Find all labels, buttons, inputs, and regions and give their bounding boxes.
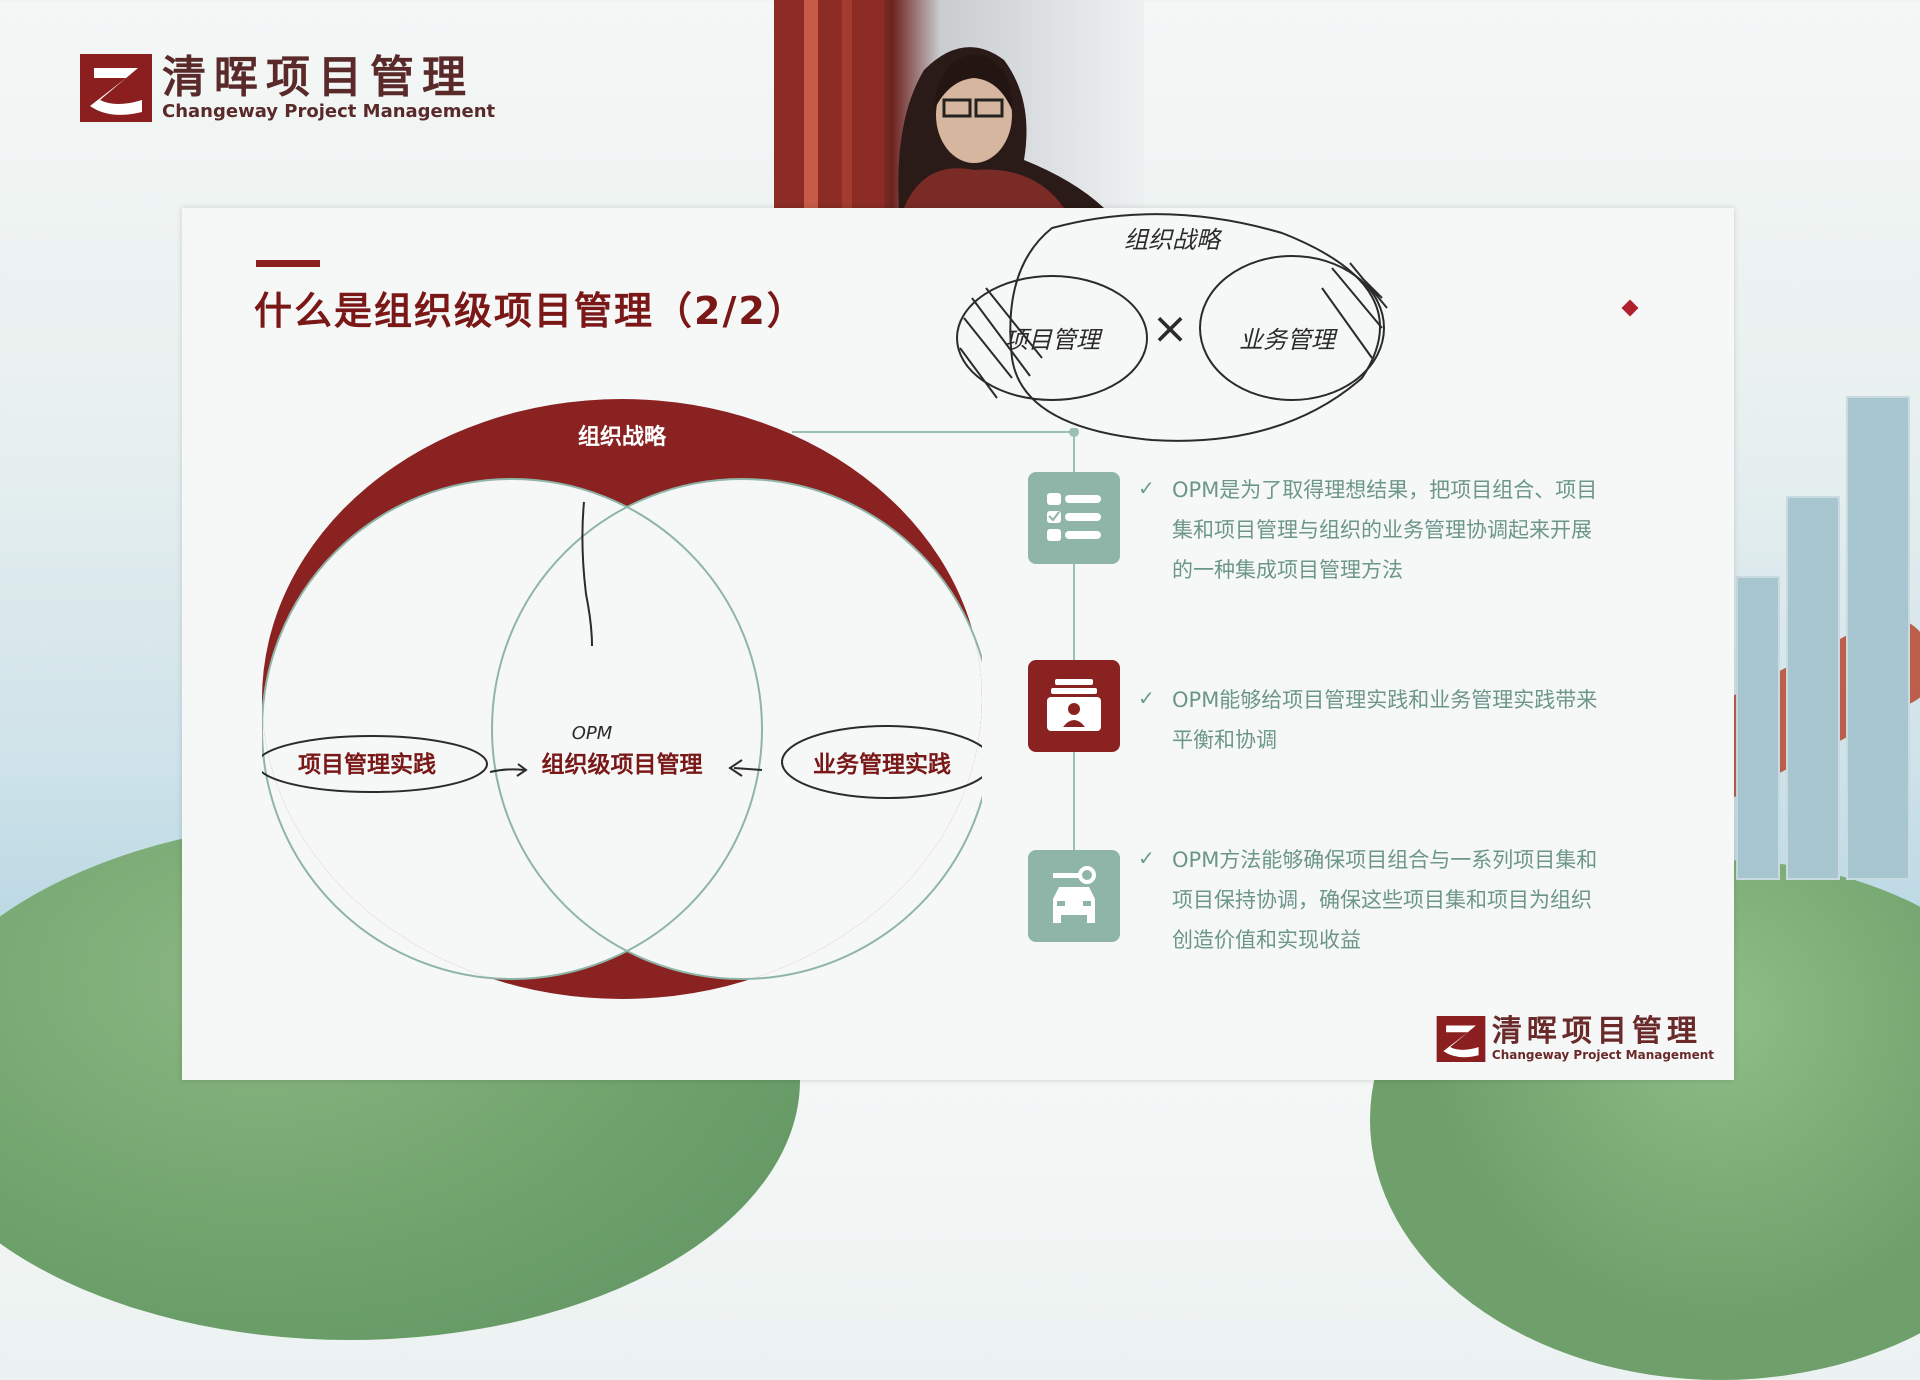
brand-logo: 清晖项目管理 Changeway Project Management	[80, 54, 495, 122]
ink-arrow-right	[733, 767, 763, 771]
slide: 什么是组织级项目管理（2/2） 组织战略 项目管理实践 组织级项目管理 业务管理…	[182, 208, 1734, 1080]
brand-name-en: Changeway Project Management	[162, 100, 496, 122]
check-mark-3: ✓	[1138, 846, 1155, 870]
brand-name-cn: 清晖项目管理	[162, 51, 474, 103]
checklist-icon	[1028, 472, 1120, 564]
ink-label-project-management: 项目管理	[1004, 326, 1103, 354]
briefcase-person-icon	[1028, 660, 1120, 752]
venn-label-organization-strategy: 组织战略	[578, 424, 667, 450]
ink-ellipse-right	[781, 725, 982, 799]
venn-diagram: 组织战略 项目管理实践 组织级项目管理 业务管理实践 OPM	[262, 399, 982, 999]
right-circle	[492, 479, 982, 979]
ink-ellipse-left	[262, 735, 488, 793]
footer-logo-mark-icon	[1436, 1016, 1486, 1062]
footer-brand-name-cn: 清晖项目管理	[1491, 1014, 1702, 1049]
title-accent-bar	[256, 260, 320, 267]
ink-line-vertical	[581, 501, 593, 647]
webcam-feed	[774, 0, 1144, 208]
footer-brand-name-en: Changeway Project Management	[1491, 1048, 1714, 1062]
slide-title: 什么是组织级项目管理（2/2）	[254, 289, 807, 333]
opm-point-1-text: OPM是为了取得理想结果，把项目组合、项目集和项目管理与组织的业务管理协调起来开…	[1172, 478, 1598, 582]
opm-point-1	[1028, 472, 1120, 564]
car-key-icon	[1028, 850, 1120, 942]
venn-label-business-management-practice: 业务管理实践	[813, 751, 951, 778]
opm-point-2	[1028, 660, 1120, 752]
check-mark-2: ✓	[1138, 686, 1155, 710]
ink-label-business-management: 业务管理	[1239, 326, 1338, 354]
check-mark-1: ✓	[1138, 476, 1155, 500]
ink-arrow-left	[489, 768, 525, 773]
opm-point-3-text: OPM方法能够确保项目组合与一系列项目集和项目保持协调，确保这些项目集和项目为组…	[1172, 848, 1598, 952]
ink-times-symbol: ×	[1152, 303, 1189, 354]
venn-label-opm: 组织级项目管理	[542, 751, 703, 778]
venn-label-project-management-practice: 项目管理实践	[298, 751, 436, 778]
ink-label-opm: OPM	[572, 723, 613, 744]
logo-mark-icon	[80, 54, 152, 122]
footer-brand-logo: 清晖项目管理 Changeway Project Management	[1436, 1016, 1714, 1062]
ink-sketch: 组织战略 项目管理 业务管理 ×	[956, 213, 1388, 442]
ink-label-org-strategy: 组织战略	[1124, 226, 1223, 254]
opm-point-2-text: OPM能够给项目管理实践和业务管理实践带来平衡和协调	[1172, 688, 1598, 752]
opm-point-3	[1028, 850, 1120, 942]
